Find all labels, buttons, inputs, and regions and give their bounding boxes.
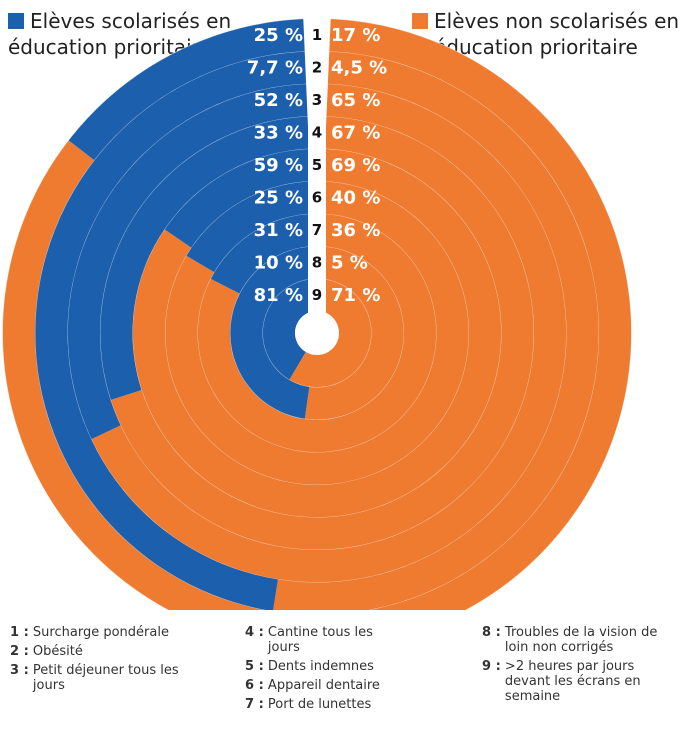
ring-segment-blue: [35, 51, 307, 610]
footnote-item: 5 : Dents indemnes: [245, 659, 374, 674]
footnotes-col-1: 1 : Surcharge pondérale 2 : Obésité 3 : …: [10, 625, 210, 697]
legend-right-line2: éducation prioritaire: [434, 35, 638, 59]
label-left-value: 10 %: [254, 252, 303, 273]
ring-segment-blue: [229, 246, 315, 420]
footnotes-col-2: 4 : Cantine tous les jours 5 : Dents ind…: [245, 625, 445, 716]
ring-number-label: 7: [312, 221, 322, 239]
ring-number-label: 8: [312, 253, 322, 271]
legend-swatch-orange: [412, 13, 428, 29]
ring-segment-blue: [186, 181, 312, 273]
label-right-value: 17 %: [331, 25, 380, 46]
label-left-value: 59 %: [254, 155, 303, 176]
center-gap: [308, 16, 326, 331]
ring-number-label: 1: [312, 26, 322, 44]
chart-rings: [2, 16, 632, 610]
footnote-item: 7 : Port de lunettes: [245, 697, 372, 712]
ring-number-label: 4: [312, 123, 322, 141]
ring-number-label: 2: [312, 58, 322, 76]
label-left-value: 52 %: [254, 90, 303, 111]
label-right-value: 36 %: [331, 220, 380, 241]
label-right-value: 5 %: [331, 252, 368, 273]
legend-left-line1: Elèves scolarisés en: [30, 9, 232, 33]
ring-segment-blue: [68, 18, 305, 161]
label-right-value: 71 %: [331, 285, 380, 306]
footnote-item: 2 : Obésité: [10, 644, 83, 659]
label-left-value: 31 %: [254, 220, 303, 241]
chart-labels: 25 % 17 %17,7 % 4,5 %252 % 65 %333 % 67 %459…: [247, 25, 387, 306]
label-right-value: 40 %: [331, 187, 380, 208]
footnote-item: 8 : Troubles de la vision de loin non co…: [482, 625, 658, 655]
ring-segment-blue: [99, 116, 309, 401]
ring-segment-orange: [289, 278, 372, 388]
ring-segment-blue: [164, 148, 311, 248]
legend-left: Elèves scolarisés en éducation prioritai…: [8, 8, 231, 60]
footnote-item: 3 : Petit déjeuner tous les jours: [10, 663, 179, 693]
footnote-item: 6 : Appareil dentaire: [245, 678, 380, 693]
center-hole: [295, 311, 339, 355]
ring-segment-blue: [262, 278, 317, 380]
label-right-value: 67 %: [331, 122, 380, 143]
ring-segment-blue: [210, 213, 314, 294]
label-left-value: 25 %: [254, 187, 303, 208]
label-left-value: 25 %: [254, 25, 303, 46]
legend-right-line1: Elèves non scolarisés en: [434, 9, 680, 33]
radial-chart: 25 % 17 %17,7 % 4,5 %252 % 65 %333 % 67 %459…: [2, 16, 632, 610]
footnote-item: 1 : Surcharge pondérale: [10, 625, 169, 640]
ring-number-label: 5: [312, 156, 322, 174]
label-left-value: 33 %: [254, 122, 303, 143]
label-right-value: 4,5 %: [331, 57, 387, 78]
label-left-value: 7,7 %: [247, 57, 303, 78]
footnote-item: 4 : Cantine tous les jours: [245, 625, 373, 655]
label-right-value: 65 %: [331, 90, 380, 111]
label-right-value: 69 %: [331, 155, 380, 176]
footnote-item: 9 : >2 heures par jours devant les écran…: [482, 659, 641, 704]
ring-number-label: 9: [312, 286, 322, 304]
ring-number-label: 3: [312, 91, 322, 109]
legend-swatch-blue: [8, 13, 24, 29]
footnotes-col-3: 8 : Troubles de la vision de loin non co…: [482, 625, 672, 708]
ring-number-label: 6: [312, 188, 322, 206]
label-left-value: 81 %: [254, 285, 303, 306]
legend-right: Elèves non scolarisés en éducation prior…: [412, 8, 679, 60]
ring-segment-orange: [304, 246, 405, 420]
ring-segment-blue: [67, 83, 308, 440]
